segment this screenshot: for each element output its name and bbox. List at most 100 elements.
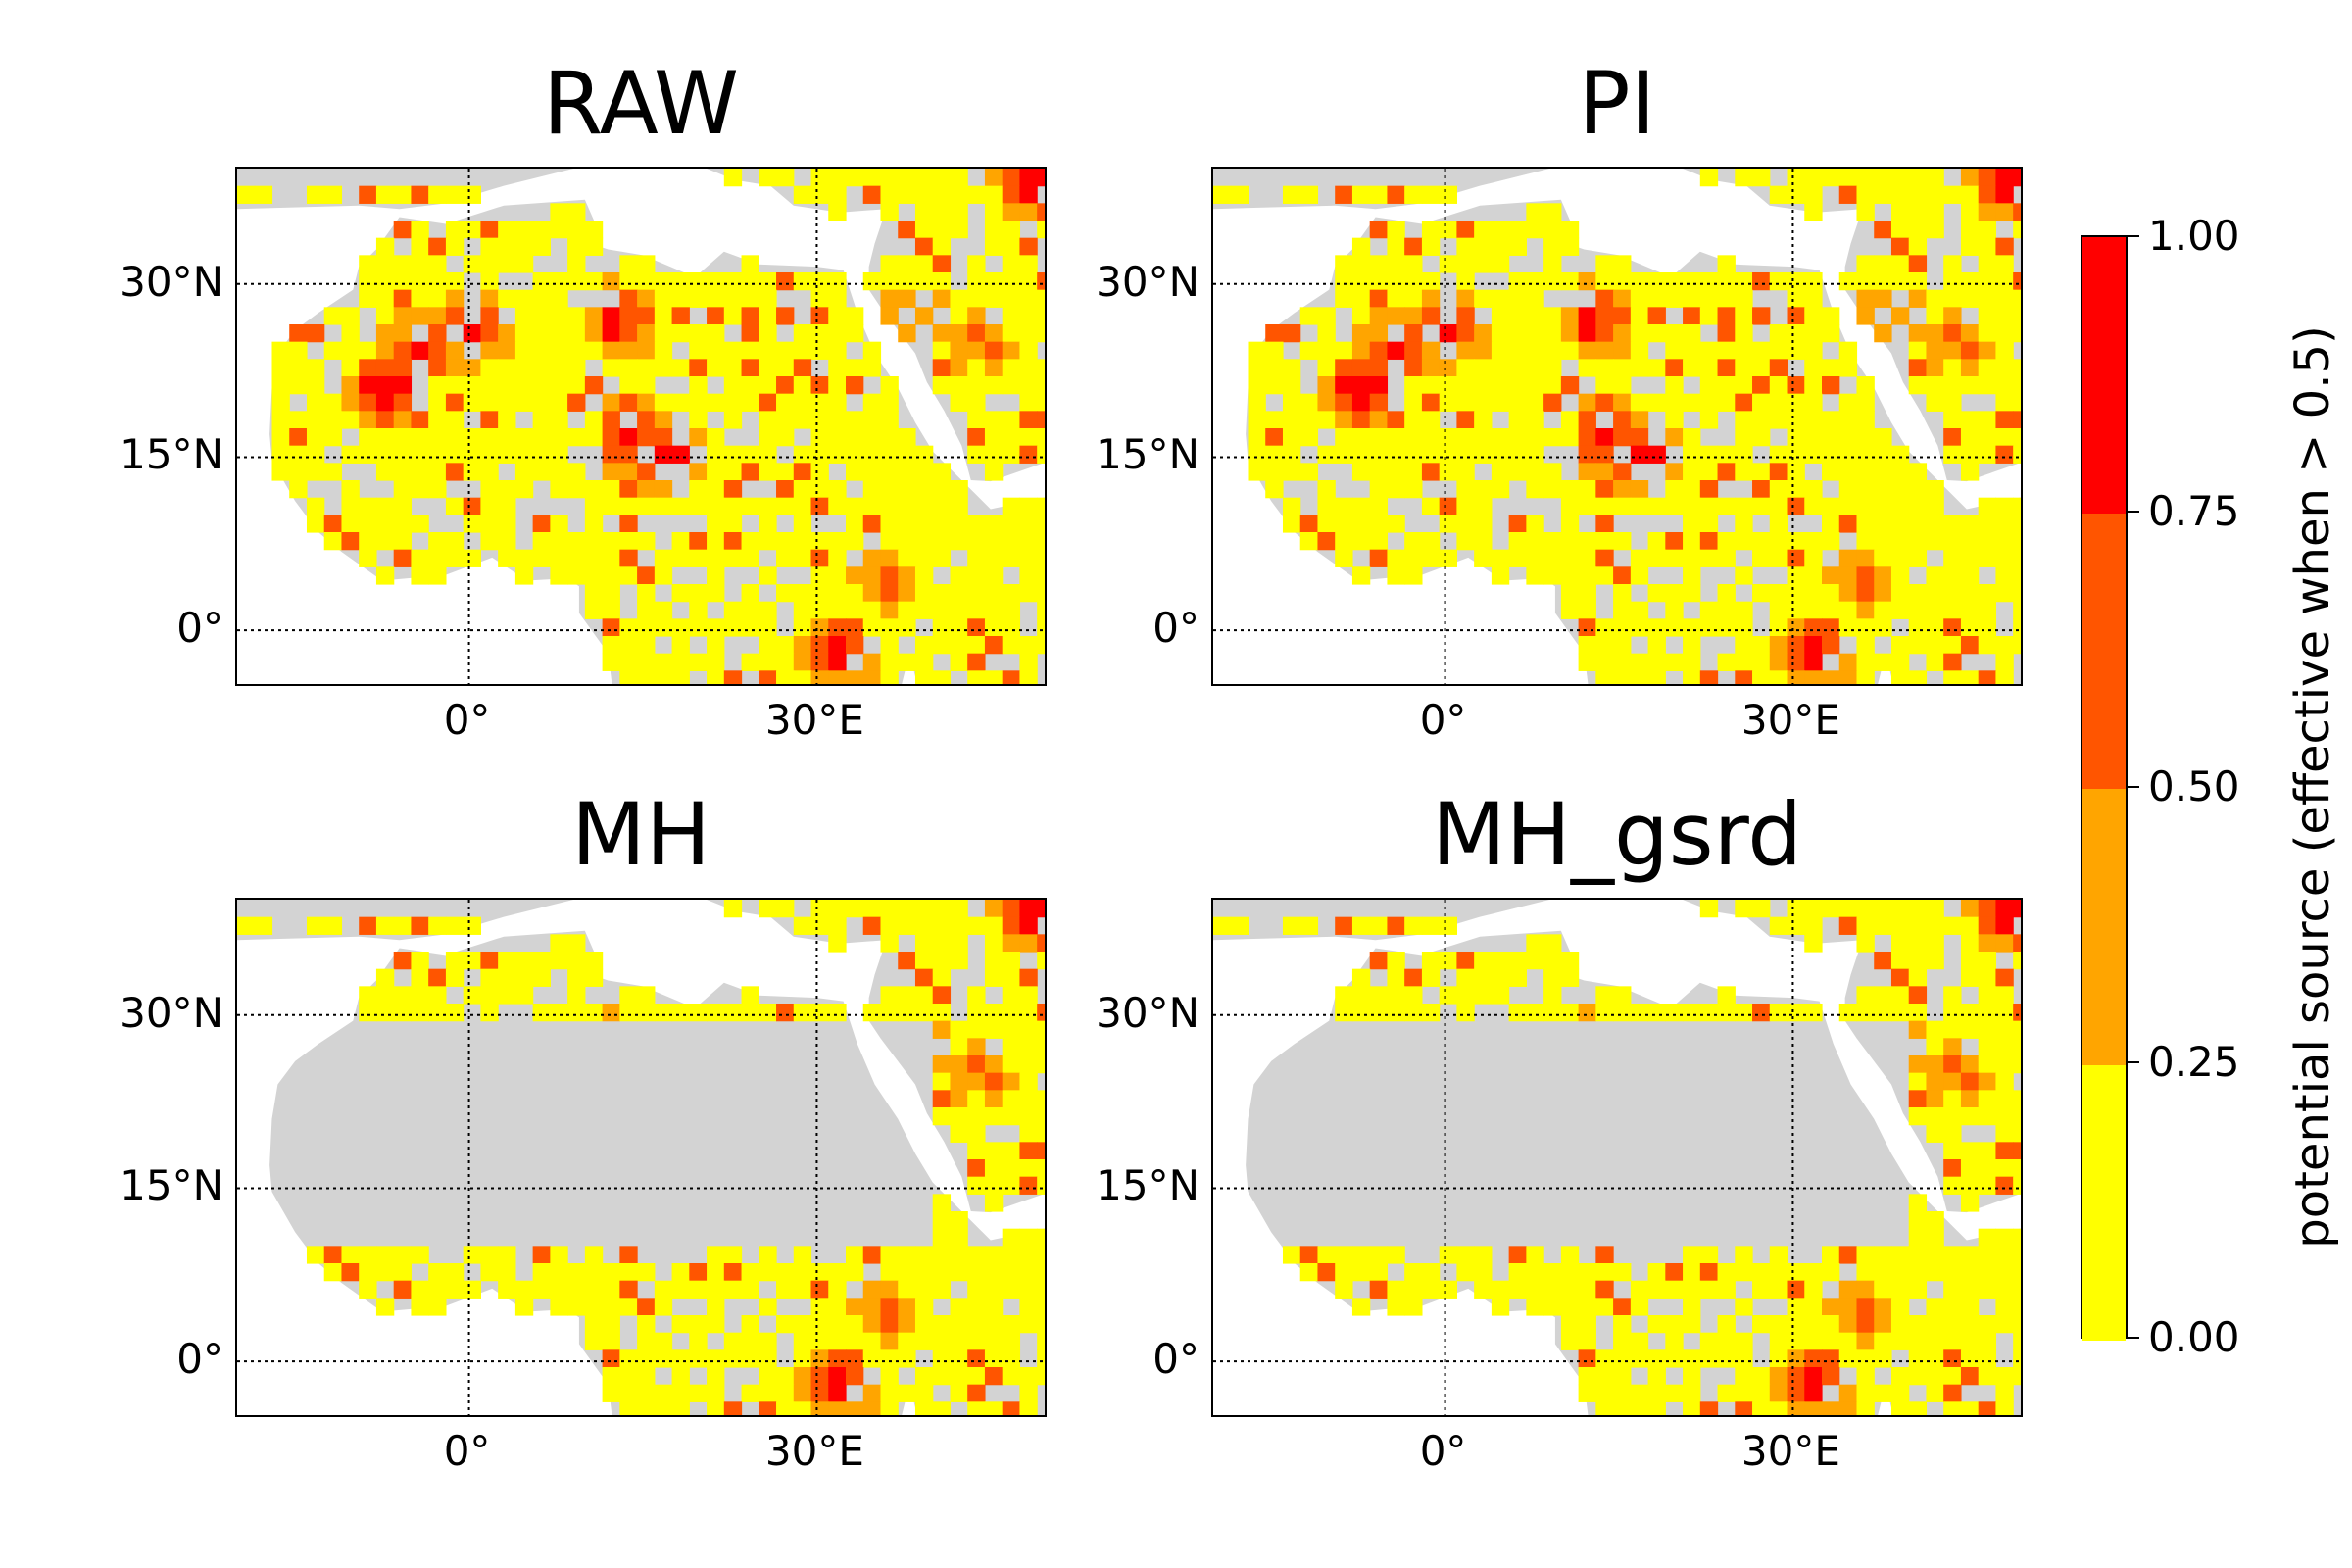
grid-cell xyxy=(1456,952,1475,970)
grid-cell xyxy=(1717,393,1736,412)
grid-cell xyxy=(862,1298,882,1316)
source-cells xyxy=(1213,900,2021,1415)
grid-cell xyxy=(498,376,516,395)
grid-cell xyxy=(1683,1280,1701,1298)
grid-cell xyxy=(1838,1298,1858,1316)
grid-cell xyxy=(1735,900,1753,918)
grid-cell xyxy=(1908,1263,1928,1282)
grid-cell xyxy=(898,428,916,447)
grid-cell xyxy=(932,1349,952,1368)
grid-cell xyxy=(1787,272,1805,291)
grid-cell xyxy=(984,324,1004,343)
grid-cell xyxy=(584,1315,604,1334)
grid-cell xyxy=(828,1332,847,1350)
grid-cell xyxy=(445,307,465,325)
grid-cell xyxy=(1421,411,1441,429)
grid-cell xyxy=(1978,618,1997,637)
grid-cell xyxy=(793,1280,812,1298)
grid-cell xyxy=(1874,653,1892,671)
grid-cell xyxy=(1019,359,1038,377)
grid-cell xyxy=(393,341,413,360)
grid-cell xyxy=(1804,1367,1823,1386)
grid-cell xyxy=(1787,289,1805,308)
grid-cell xyxy=(567,986,586,1004)
grid-cell xyxy=(567,255,586,273)
grid-cell xyxy=(1491,359,1510,377)
grid-cell xyxy=(1456,1246,1475,1264)
grid-cell xyxy=(1560,549,1580,567)
grid-cell xyxy=(793,1384,812,1402)
grid-cell xyxy=(1735,497,1753,515)
grid-cell xyxy=(1560,566,1580,585)
grid-cell xyxy=(1544,324,1562,343)
grid-cell xyxy=(1456,514,1475,533)
grid-cell xyxy=(1787,618,1805,637)
grid-cell xyxy=(1822,1401,1840,1415)
grid-cell xyxy=(1752,272,1771,291)
grid-cell xyxy=(1421,532,1441,551)
grid-cell xyxy=(480,341,499,360)
grid-cell xyxy=(1856,636,1875,655)
grid-cell xyxy=(1456,341,1475,360)
grid-cell xyxy=(828,169,847,187)
grid-cell xyxy=(1474,220,1493,239)
grid-cell xyxy=(950,393,968,412)
grid-cell xyxy=(1578,393,1596,412)
grid-cell xyxy=(1019,445,1038,464)
grid-cell xyxy=(428,445,447,464)
grid-cell xyxy=(950,497,968,515)
grid-cell xyxy=(1647,393,1666,412)
grid-cell xyxy=(1491,341,1510,360)
grid-cell xyxy=(1665,1263,1684,1282)
grid-cell xyxy=(689,428,708,447)
grid-cell xyxy=(602,636,620,655)
grid-cell xyxy=(950,532,968,551)
grid-cell xyxy=(671,289,690,308)
grid-cell xyxy=(793,670,812,684)
grid-cell xyxy=(1404,549,1423,567)
grid-cell xyxy=(776,463,795,481)
grid-cell xyxy=(1282,514,1301,533)
map-panel-mh xyxy=(235,898,1047,1417)
grid-cell xyxy=(1002,1367,1021,1386)
grid-cell xyxy=(2013,1004,2021,1022)
grid-cell xyxy=(1019,584,1038,603)
grid-cell xyxy=(759,359,777,377)
grid-cell xyxy=(1856,1263,1875,1282)
grid-cell xyxy=(428,986,447,1004)
grid-cell xyxy=(1856,1298,1875,1316)
grid-cell xyxy=(898,480,916,499)
grid-cell xyxy=(1544,341,1562,360)
grid-cell xyxy=(584,952,604,970)
grid-cell xyxy=(1665,584,1684,603)
grid-cell xyxy=(1838,497,1858,515)
grid-cell xyxy=(1421,237,1441,256)
grid-cell xyxy=(1978,272,1997,291)
grid-cell xyxy=(1613,566,1632,585)
grid-cell xyxy=(723,514,743,533)
grid-cell xyxy=(411,514,429,533)
grid-cell xyxy=(1335,986,1353,1004)
grid-cell xyxy=(1665,411,1684,429)
grid-cell xyxy=(654,1004,673,1022)
grid-cell xyxy=(1439,1280,1457,1298)
grid-cell xyxy=(1960,185,1980,204)
grid-cell xyxy=(498,532,516,551)
grid-cell xyxy=(1856,411,1875,429)
grid-cell xyxy=(810,445,829,464)
grid-cell xyxy=(707,549,725,567)
grid-cell xyxy=(1037,900,1045,918)
grid-cell xyxy=(1630,480,1649,499)
grid-cell xyxy=(1351,237,1371,256)
grid-cell xyxy=(602,307,620,325)
grid-cell xyxy=(1037,497,1045,515)
grid-cell xyxy=(723,670,743,684)
grid-cell xyxy=(306,497,325,515)
grid-cell xyxy=(1037,307,1045,325)
grid-cell xyxy=(1943,411,1962,429)
grid-cell xyxy=(654,601,673,619)
grid-cell xyxy=(1421,428,1441,447)
grid-cell xyxy=(1874,916,1892,935)
grid-cell xyxy=(741,1280,760,1298)
grid-cell xyxy=(1978,324,1997,343)
